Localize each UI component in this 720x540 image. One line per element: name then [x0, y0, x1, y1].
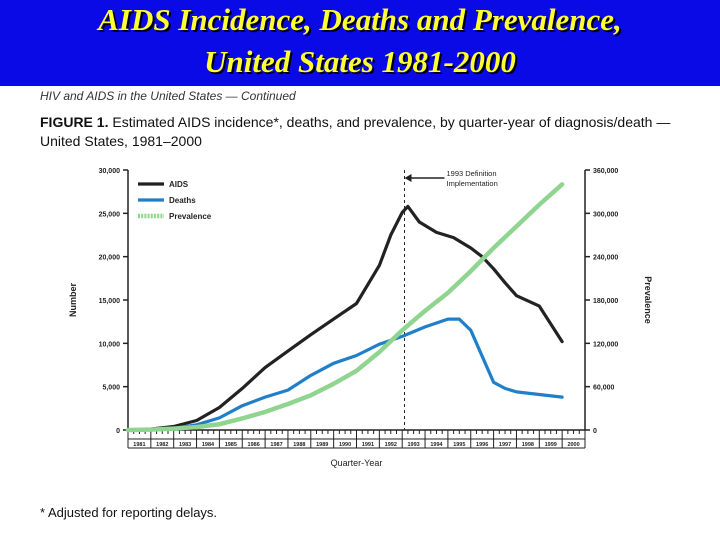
y-tick-label: 25,000: [99, 211, 121, 218]
figure-caption: FIGURE 1. Estimated AIDS incidence*, dea…: [40, 113, 700, 151]
legend-label-deaths: Deaths: [169, 196, 196, 205]
x-tick-label: 1993: [408, 442, 420, 448]
x-tick-label: 2000: [567, 442, 579, 448]
x-axis-title: Quarter-Year: [331, 458, 383, 468]
x-tick-label: 1992: [385, 442, 397, 448]
y-axis-title: Number: [68, 283, 78, 318]
x-tick-label: 1987: [270, 442, 282, 448]
x-tick-label: 1999: [545, 442, 557, 448]
legend-label-aids: AIDS: [169, 180, 189, 189]
y-tick-label: 30,000: [99, 168, 121, 175]
footnote: * Adjusted for reporting delays.: [40, 505, 218, 520]
title-line-2: United States 1981-2000: [204, 44, 516, 79]
series-line-prevalence: [125, 182, 565, 433]
x-tick-label: 1988: [293, 442, 305, 448]
y2-tick-label: 360,000: [593, 168, 618, 175]
y-tick-label: 5,000: [102, 385, 120, 392]
subhead: HIV and AIDS in the United States — Cont…: [40, 89, 296, 103]
annotation-arrowhead: [404, 174, 412, 182]
y-tick-label: 0: [116, 428, 120, 435]
y2-tick-label: 120,000: [593, 341, 618, 348]
x-tick-label: 1986: [248, 442, 260, 448]
annotation-text-2: Implementation: [446, 179, 497, 188]
x-tick-label: 1994: [430, 442, 443, 448]
legend-label-prevalence: Prevalence: [169, 212, 212, 221]
x-tick-label: 1982: [156, 442, 168, 448]
x-tick-label: 1991: [362, 442, 374, 448]
x-tick-label: 1981: [133, 442, 145, 448]
y2-tick-label: 180,000: [593, 298, 618, 305]
title-line-1: AIDS Incidence, Deaths and Prevalence,: [98, 2, 622, 37]
x-tick-label: 1996: [476, 442, 488, 448]
x-tick-label: 1998: [522, 442, 534, 448]
x-tick-label: 1995: [453, 442, 465, 448]
x-tick-label: 1997: [499, 442, 511, 448]
y2-tick-label: 0: [593, 428, 597, 435]
y-tick-label: 10,000: [99, 341, 121, 348]
x-tick-label: 1984: [202, 442, 215, 448]
y2-tick-label: 60,000: [593, 385, 615, 392]
y2-tick-label: 240,000: [593, 255, 618, 262]
x-tick-label: 1989: [316, 442, 328, 448]
title-banner: AIDS Incidence, Deaths and Prevalence, U…: [0, 0, 720, 86]
annotation-text-1: 1993 Definition: [446, 169, 496, 178]
y-tick-label: 20,000: [99, 255, 121, 262]
x-tick-label: 1985: [225, 442, 237, 448]
figure-label: FIGURE 1.: [40, 114, 109, 130]
y-tick-label: 15,000: [99, 298, 121, 305]
y2-tick-label: 300,000: [593, 211, 618, 218]
x-tick-label: 1983: [179, 442, 191, 448]
series-line-aids: [126, 204, 564, 432]
figure-caption-text: Estimated AIDS incidence*, deaths, and p…: [40, 114, 671, 149]
y2-axis-title: Prevalence: [643, 276, 653, 324]
x-tick-label: 1990: [339, 442, 351, 448]
series-line-deaths: [126, 317, 564, 432]
